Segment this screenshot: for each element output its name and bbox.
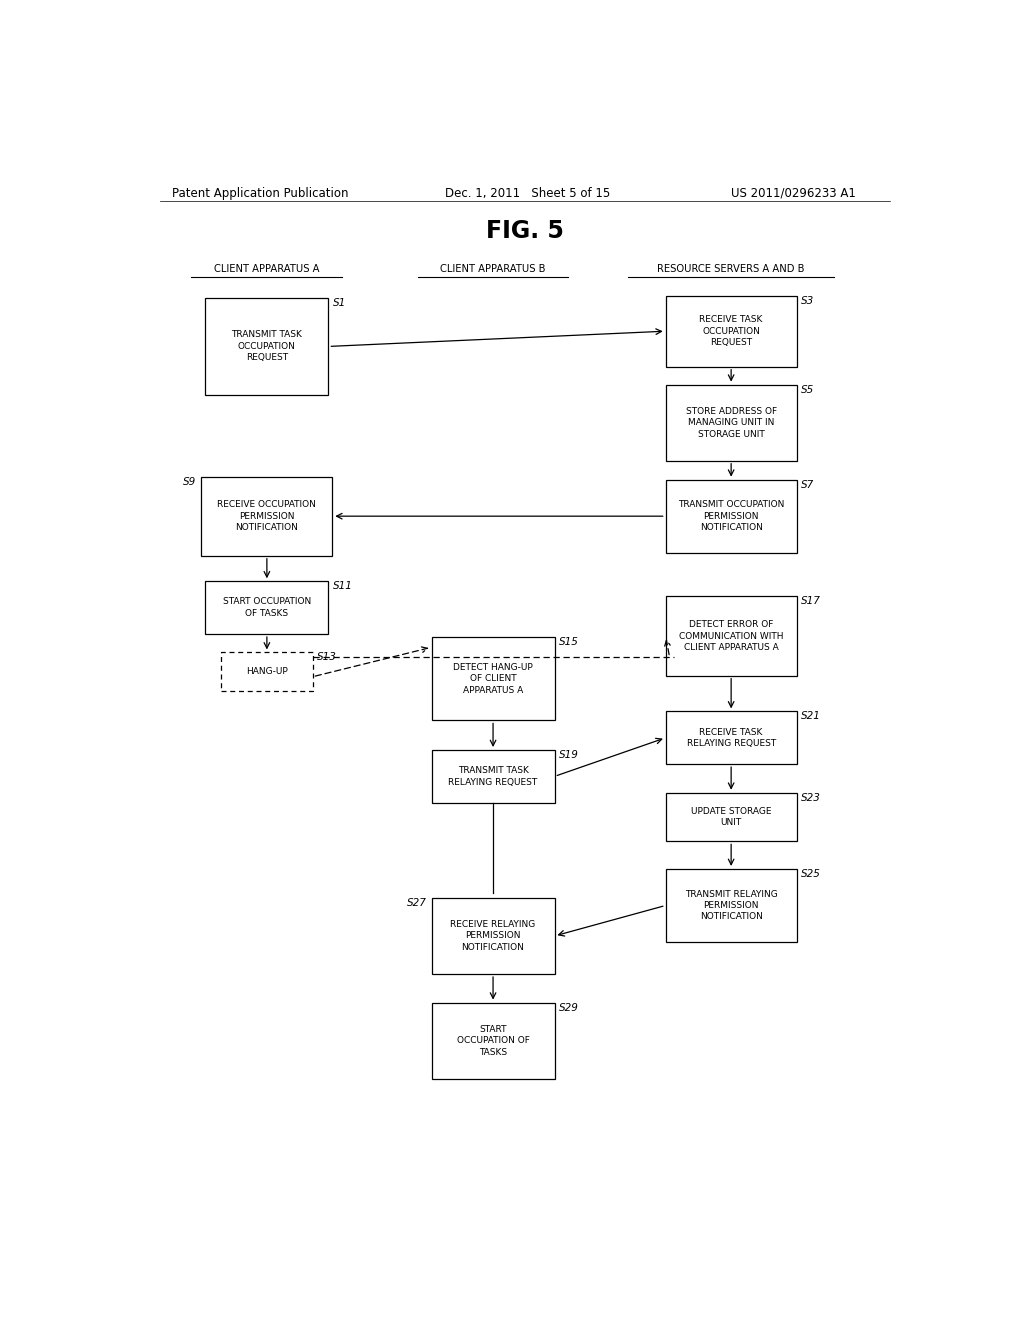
FancyBboxPatch shape (206, 298, 329, 395)
Text: TRANSMIT OCCUPATION
PERMISSION
NOTIFICATION: TRANSMIT OCCUPATION PERMISSION NOTIFICAT… (678, 500, 784, 532)
Text: S23: S23 (802, 792, 821, 803)
FancyBboxPatch shape (666, 296, 797, 367)
Text: UPDATE STORAGE
UNIT: UPDATE STORAGE UNIT (691, 807, 771, 828)
Text: S27: S27 (407, 898, 427, 908)
FancyBboxPatch shape (202, 477, 333, 556)
Text: CLIENT APPARATUS B: CLIENT APPARATUS B (440, 264, 546, 275)
Text: START OCCUPATION
OF TASKS: START OCCUPATION OF TASKS (223, 598, 311, 618)
Text: US 2011/0296233 A1: US 2011/0296233 A1 (731, 187, 856, 199)
Text: S29: S29 (559, 1002, 580, 1012)
Text: TRANSMIT TASK
OCCUPATION
REQUEST: TRANSMIT TASK OCCUPATION REQUEST (231, 330, 302, 363)
Text: S19: S19 (559, 750, 580, 760)
Text: S15: S15 (559, 638, 580, 647)
FancyBboxPatch shape (666, 479, 797, 553)
Text: Patent Application Publication: Patent Application Publication (172, 187, 348, 199)
Text: S13: S13 (317, 652, 337, 663)
FancyBboxPatch shape (206, 581, 329, 634)
Text: STORE ADDRESS OF
MANAGING UNIT IN
STORAGE UNIT: STORE ADDRESS OF MANAGING UNIT IN STORAG… (686, 407, 776, 438)
Text: S7: S7 (802, 479, 815, 490)
Text: TRANSMIT TASK
RELAYING REQUEST: TRANSMIT TASK RELAYING REQUEST (449, 766, 538, 787)
Text: S9: S9 (183, 477, 197, 487)
Text: HANG-UP: HANG-UP (246, 667, 288, 676)
Text: Dec. 1, 2011   Sheet 5 of 15: Dec. 1, 2011 Sheet 5 of 15 (445, 187, 610, 199)
FancyBboxPatch shape (666, 869, 797, 942)
Text: START
OCCUPATION OF
TASKS: START OCCUPATION OF TASKS (457, 1024, 529, 1056)
Text: S5: S5 (802, 384, 815, 395)
FancyBboxPatch shape (666, 792, 797, 841)
Text: RECEIVE TASK
OCCUPATION
REQUEST: RECEIVE TASK OCCUPATION REQUEST (699, 315, 763, 347)
Text: RECEIVE TASK
RELAYING REQUEST: RECEIVE TASK RELAYING REQUEST (686, 727, 776, 748)
Text: S11: S11 (333, 581, 353, 591)
Text: RECEIVE RELAYING
PERMISSION
NOTIFICATION: RECEIVE RELAYING PERMISSION NOTIFICATION (451, 920, 536, 952)
Text: FIG. 5: FIG. 5 (485, 219, 564, 243)
Text: S3: S3 (802, 296, 815, 306)
FancyBboxPatch shape (431, 1002, 555, 1078)
Text: S1: S1 (333, 298, 346, 308)
Text: DETECT HANG-UP
OF CLIENT
APPARATUS A: DETECT HANG-UP OF CLIENT APPARATUS A (454, 663, 532, 694)
FancyBboxPatch shape (666, 597, 797, 676)
Text: RECEIVE OCCUPATION
PERMISSION
NOTIFICATION: RECEIVE OCCUPATION PERMISSION NOTIFICATI… (217, 500, 316, 532)
Text: TRANSMIT RELAYING
PERMISSION
NOTIFICATION: TRANSMIT RELAYING PERMISSION NOTIFICATIO… (685, 890, 777, 921)
FancyBboxPatch shape (431, 898, 555, 974)
FancyBboxPatch shape (221, 652, 312, 690)
Text: S21: S21 (802, 711, 821, 721)
FancyBboxPatch shape (666, 384, 797, 461)
FancyBboxPatch shape (431, 750, 555, 803)
Text: S25: S25 (802, 869, 821, 879)
FancyBboxPatch shape (431, 638, 555, 721)
FancyBboxPatch shape (666, 711, 797, 764)
Text: CLIENT APPARATUS A: CLIENT APPARATUS A (214, 264, 319, 275)
Text: S17: S17 (802, 597, 821, 606)
Text: RESOURCE SERVERS A AND B: RESOURCE SERVERS A AND B (657, 264, 805, 275)
Text: DETECT ERROR OF
COMMUNICATION WITH
CLIENT APPARATUS A: DETECT ERROR OF COMMUNICATION WITH CLIEN… (679, 620, 783, 652)
